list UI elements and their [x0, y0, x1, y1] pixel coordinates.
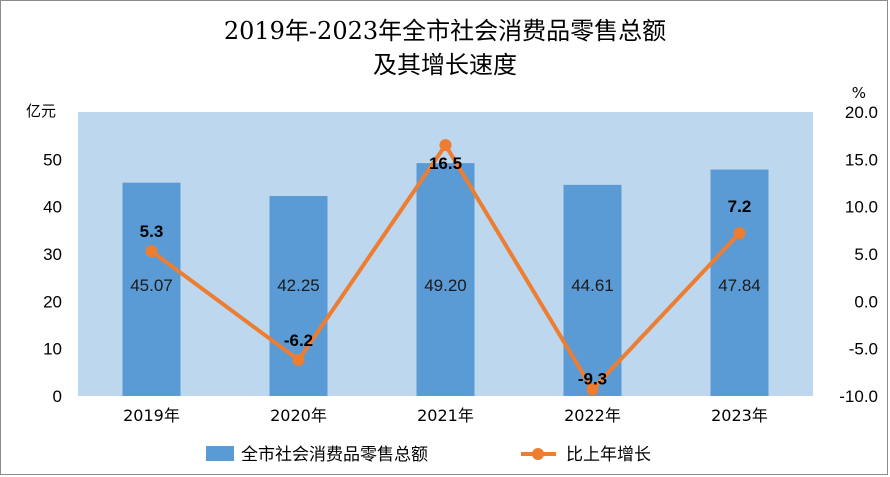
legend-line-label: 比上年增长 [566, 445, 651, 465]
growth-point-2 [439, 139, 452, 152]
bar-value-label: 42.25 [277, 276, 320, 295]
x-axis-tick-label: 2020年 [270, 406, 327, 425]
bar-value-label: 49.20 [424, 276, 467, 295]
left-axis-unit: 亿元 [26, 102, 56, 120]
right-axis-tick-label: 15.0 [845, 150, 878, 169]
left-axis-tick-label: 50 [43, 150, 62, 169]
right-axis-tick-label: 5.0 [854, 245, 878, 264]
left-axis-tick-label: 40 [43, 198, 62, 217]
x-axis-tick-label: 2023年 [711, 406, 768, 425]
left-axis-tick-label: 30 [43, 245, 62, 264]
right-axis-tick-label: 20.0 [845, 103, 878, 122]
bar-value-label: 45.07 [130, 276, 173, 295]
growth-value-label: 16.5 [429, 154, 462, 173]
right-axis-tick-label: -10.0 [839, 387, 878, 406]
growth-value-label: -6.2 [284, 331, 313, 350]
right-axis-tick-label: -5.0 [849, 340, 878, 359]
legend-line-marker [532, 448, 544, 460]
bar-0 [122, 182, 181, 396]
legend-bar-label: 全市社会消费品零售总额 [241, 445, 428, 465]
x-axis-tick-label: 2021年 [417, 406, 474, 425]
x-axis-tick-label: 2019年 [123, 406, 180, 425]
growth-point-4 [733, 227, 746, 240]
growth-point-0 [145, 245, 158, 258]
growth-value-label: -9.3 [578, 369, 607, 388]
x-axis-tick-label: 2022年 [564, 406, 621, 425]
chart-title-line1: 2019年-2023年全市社会消费品零售总额 [223, 17, 667, 45]
right-axis-tick-label: 10.0 [845, 198, 878, 217]
chart-title: 2019年-2023年全市社会消费品零售总额 及其增长速度 [0, 14, 890, 82]
right-axis-tick-label: 0.0 [854, 292, 878, 311]
bar-value-label: 44.61 [571, 276, 614, 295]
bar-4 [710, 169, 769, 396]
left-axis-tick-label: 20 [43, 292, 62, 311]
bar-value-label: 47.84 [718, 276, 761, 295]
bar-2 [416, 163, 475, 396]
left-axis-tick-label: 0 [53, 387, 62, 406]
growth-value-label: 5.3 [140, 222, 164, 241]
growth-value-label: 7.2 [728, 197, 752, 216]
left-axis-tick-label: 10 [43, 340, 62, 359]
right-axis-unit: % [852, 84, 866, 102]
legend-bar-swatch [206, 446, 234, 461]
growth-point-1 [292, 354, 305, 367]
growth-point-3 [586, 383, 599, 396]
chart-title-line2: 及其增长速度 [373, 51, 517, 79]
